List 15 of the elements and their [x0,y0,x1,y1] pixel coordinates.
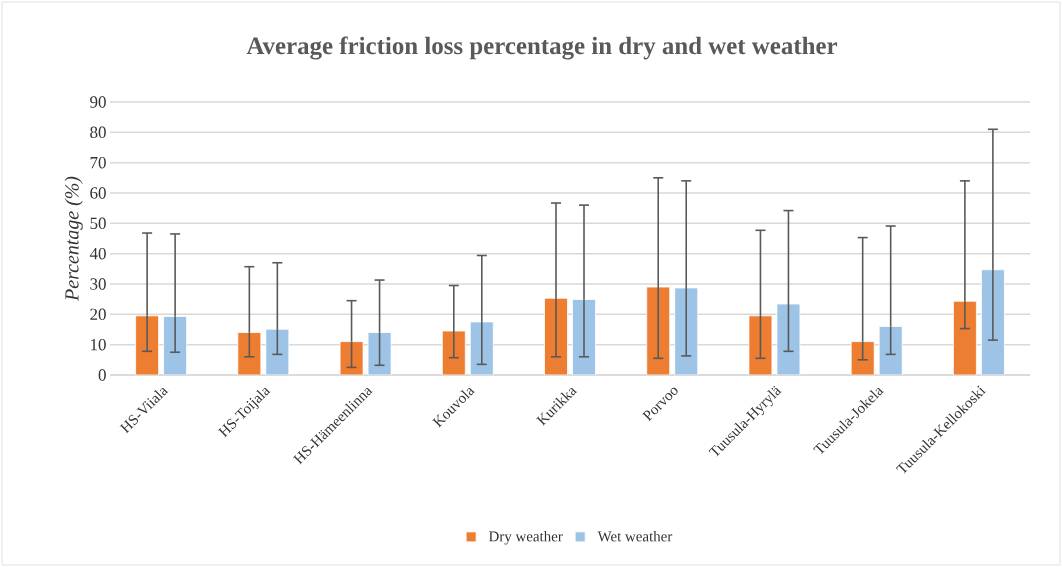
y-tick-label: 20 [90,308,106,321]
y-tick-label: 50 [90,217,106,230]
y-tick-label: 60 [90,187,106,199]
legend-label: Wet weather [597,530,673,542]
y-tick-label: 10 [91,338,106,351]
y-tick-label: 90 [90,96,106,108]
y-axis-title: Percentage (%) [64,176,83,302]
y-tick-label: 70 [90,156,106,169]
bar [953,300,977,375]
y-tick-label: 40 [89,247,106,260]
chart-title: Average friction loss percentage in dry and wet weather [246,36,838,60]
legend-label: Dry weather [488,530,563,545]
y-tick-label: 80 [90,126,106,139]
y-tick-label: 0 [98,369,106,381]
y-tick-label: 30 [90,278,106,290]
